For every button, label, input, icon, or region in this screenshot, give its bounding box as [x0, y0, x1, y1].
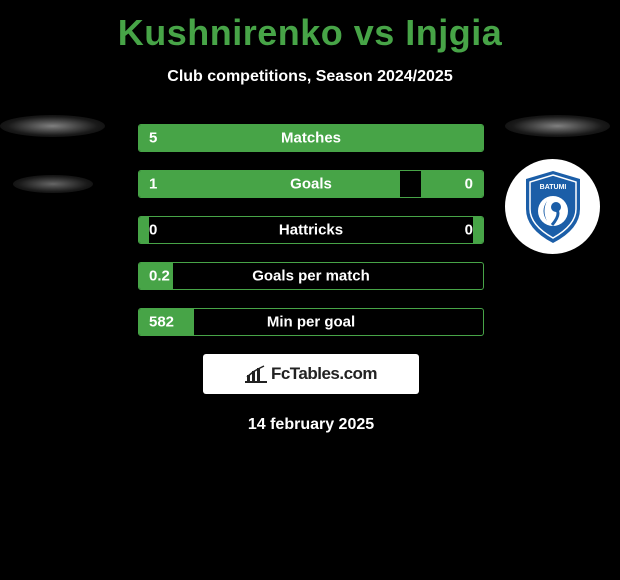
bar-left: [139, 217, 149, 243]
bar-left: [139, 171, 400, 197]
stat-label: Min per goal: [267, 314, 355, 331]
date-label: 14 february 2025: [138, 416, 484, 434]
stat-label: Hattricks: [279, 222, 343, 239]
stats-container: 5 Matches 1 Goals 0 0 Hattricks 0 0.2 Go…: [138, 124, 484, 434]
stat-value-left: 0: [149, 222, 157, 239]
page-title: Kushnirenko vs Injgia: [0, 0, 620, 54]
player-right-column: BATUMI: [505, 115, 610, 254]
brand-box: FcTables.com: [203, 354, 419, 394]
svg-text:BATUMI: BATUMI: [539, 184, 566, 191]
player-left-silhouette: [0, 115, 105, 193]
stat-row-goals: 1 Goals 0: [138, 170, 484, 198]
stat-value-left: 1: [149, 176, 157, 193]
stat-value-right: 0: [465, 222, 473, 239]
stat-row-min-per-goal: 582 Min per goal: [138, 308, 484, 336]
chart-icon: [245, 365, 267, 383]
stat-label: Matches: [281, 130, 341, 147]
shield-icon: BATUMI: [518, 167, 588, 247]
stat-value-left: 5: [149, 130, 157, 147]
shadow-ellipse: [505, 115, 610, 137]
stat-value-left: 0.2: [149, 268, 170, 285]
stat-row-matches: 5 Matches: [138, 124, 484, 152]
club-badge-right: BATUMI: [505, 159, 600, 254]
brand-label: FcTables.com: [271, 364, 377, 384]
stat-row-hattricks: 0 Hattricks 0: [138, 216, 484, 244]
stat-label: Goals per match: [252, 268, 370, 285]
shadow-ellipse: [13, 175, 93, 193]
stat-label: Goals: [290, 176, 332, 193]
stat-row-goals-per-match: 0.2 Goals per match: [138, 262, 484, 290]
bar-right: [421, 171, 483, 197]
season-subtitle: Club competitions, Season 2024/2025: [0, 68, 620, 86]
bar-right: [473, 217, 483, 243]
stat-value-right: 0: [465, 176, 473, 193]
stat-value-left: 582: [149, 314, 174, 331]
shadow-ellipse: [0, 115, 105, 137]
